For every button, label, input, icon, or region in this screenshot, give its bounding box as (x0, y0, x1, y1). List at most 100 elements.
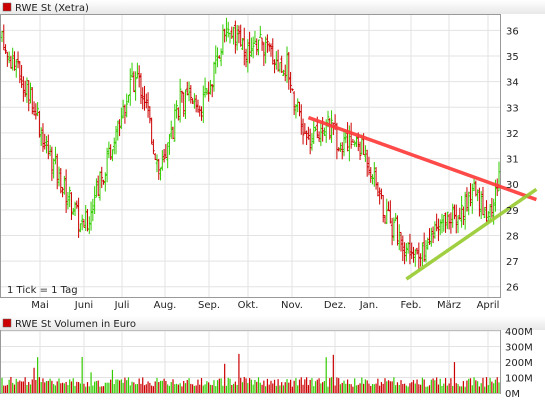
price-y-tick-label: 32 (506, 129, 519, 140)
volume-bar-down (218, 378, 220, 393)
price-y-tick-label: 26 (506, 283, 519, 294)
volume-bar-down (437, 384, 440, 393)
volume-bar-up (117, 379, 119, 393)
volume-bar-down (462, 381, 464, 393)
volume-bar-up (286, 379, 288, 393)
volume-bar-up (29, 384, 32, 393)
volume-bar-down (338, 378, 340, 393)
volume-bar-down (256, 381, 258, 393)
volume-bar-down (322, 382, 324, 393)
volume-bar-up (314, 381, 317, 393)
volume-bar-up (343, 380, 345, 393)
volume-bar-up (355, 385, 358, 393)
volume-bar-up (484, 386, 486, 393)
volume-bar-up (364, 379, 366, 393)
volume-bar-down (10, 376, 12, 393)
volume-bar-down (485, 377, 488, 393)
x-tick-label: Jan. (359, 300, 379, 311)
volume-bar-down (288, 382, 290, 393)
volume-bar-down (403, 383, 406, 393)
volume-bar-down (245, 378, 247, 393)
volume-bar-down (133, 382, 135, 393)
volume-bar-down (396, 382, 399, 393)
volume-bar-up (170, 381, 172, 393)
volume-bar-down (211, 385, 213, 393)
volume-bar-down (177, 384, 179, 393)
volume-bar-down (192, 384, 194, 393)
volume-bar-up (441, 386, 443, 393)
volume-bar-up (222, 385, 224, 393)
volume-bar-up (325, 357, 327, 393)
volume-bar-down (368, 383, 370, 393)
volume-bar-down (300, 377, 302, 393)
volume-bar-down (302, 384, 304, 393)
volume-bar-down (387, 380, 390, 393)
volume-bar-down (118, 380, 121, 393)
volume-bar-up (215, 386, 217, 393)
volume-bar-down (409, 383, 411, 393)
volume-bar-up (279, 385, 281, 393)
volume-bar-down (416, 379, 418, 393)
volume-bar-up (398, 384, 400, 393)
volume-bar-down (334, 385, 336, 393)
volume-bar-up (443, 383, 445, 393)
volume-bar-up (471, 385, 473, 393)
volume-grid (1, 330, 500, 394)
volume-bar-down (83, 383, 85, 393)
volume-bar-up (257, 377, 260, 393)
volume-bar-down (190, 383, 192, 393)
volume-bar-down (124, 377, 126, 393)
volume-bar-down (377, 378, 379, 393)
volume-bar-down (391, 381, 393, 393)
volume-bar-down (234, 381, 236, 393)
volume-bar-down (418, 384, 420, 393)
volume-bar-up (45, 381, 48, 393)
volume-bar-up (480, 383, 482, 393)
volume-bar-up (425, 386, 427, 393)
volume-bar-down (412, 380, 415, 393)
volume-bar-up (259, 382, 261, 393)
volume-bar-down (140, 383, 142, 393)
volume-bar-down (400, 380, 402, 393)
volume-bar-down (432, 378, 434, 393)
volume-bar-up (174, 384, 176, 393)
volume-bar-up (323, 380, 326, 393)
volume-bar-down (154, 381, 156, 393)
x-tick-label: Nov. (281, 300, 303, 311)
volume-bar-down (423, 379, 425, 393)
volume-bar-down (38, 377, 41, 393)
volume-bar-up (254, 379, 256, 393)
volume-bar-up (113, 384, 115, 393)
volume-bar-up (241, 382, 244, 393)
volume-bar-down (56, 381, 58, 393)
volume-bar-down (24, 377, 26, 393)
volume-bar-down (359, 383, 361, 393)
volume-bar-up (225, 385, 228, 393)
price-y-tick-label: 28 (506, 231, 519, 242)
volume-bar-down (3, 385, 5, 393)
volume-bar-down (459, 386, 461, 393)
volume-bar-up (247, 383, 249, 393)
volume-bar-up (236, 384, 238, 393)
volume-bar-up (63, 383, 65, 393)
volume-bar-down (318, 378, 320, 393)
volume-bar-down (138, 378, 140, 393)
volume-bar-down (284, 382, 286, 393)
volume-bar-down (306, 377, 308, 393)
volume-bar-up (348, 383, 350, 393)
volume-bar-up (193, 385, 195, 393)
volume-bar-up (386, 381, 388, 393)
volume-bar-down (444, 378, 447, 393)
x-tick-label: Dez. (324, 300, 346, 311)
volume-bar-up (159, 380, 162, 393)
volume-bar-up (494, 379, 497, 393)
price-grid (1, 15, 500, 297)
volume-bar-down (158, 382, 160, 393)
volume-bar-up (12, 382, 14, 393)
volume-bar-down (384, 378, 386, 393)
volume-bar-up (206, 381, 208, 393)
volume-bar-down (17, 381, 19, 393)
volume-bar-down (60, 383, 62, 393)
volume-bar-up (106, 382, 108, 393)
volume-bar-up (227, 377, 229, 393)
